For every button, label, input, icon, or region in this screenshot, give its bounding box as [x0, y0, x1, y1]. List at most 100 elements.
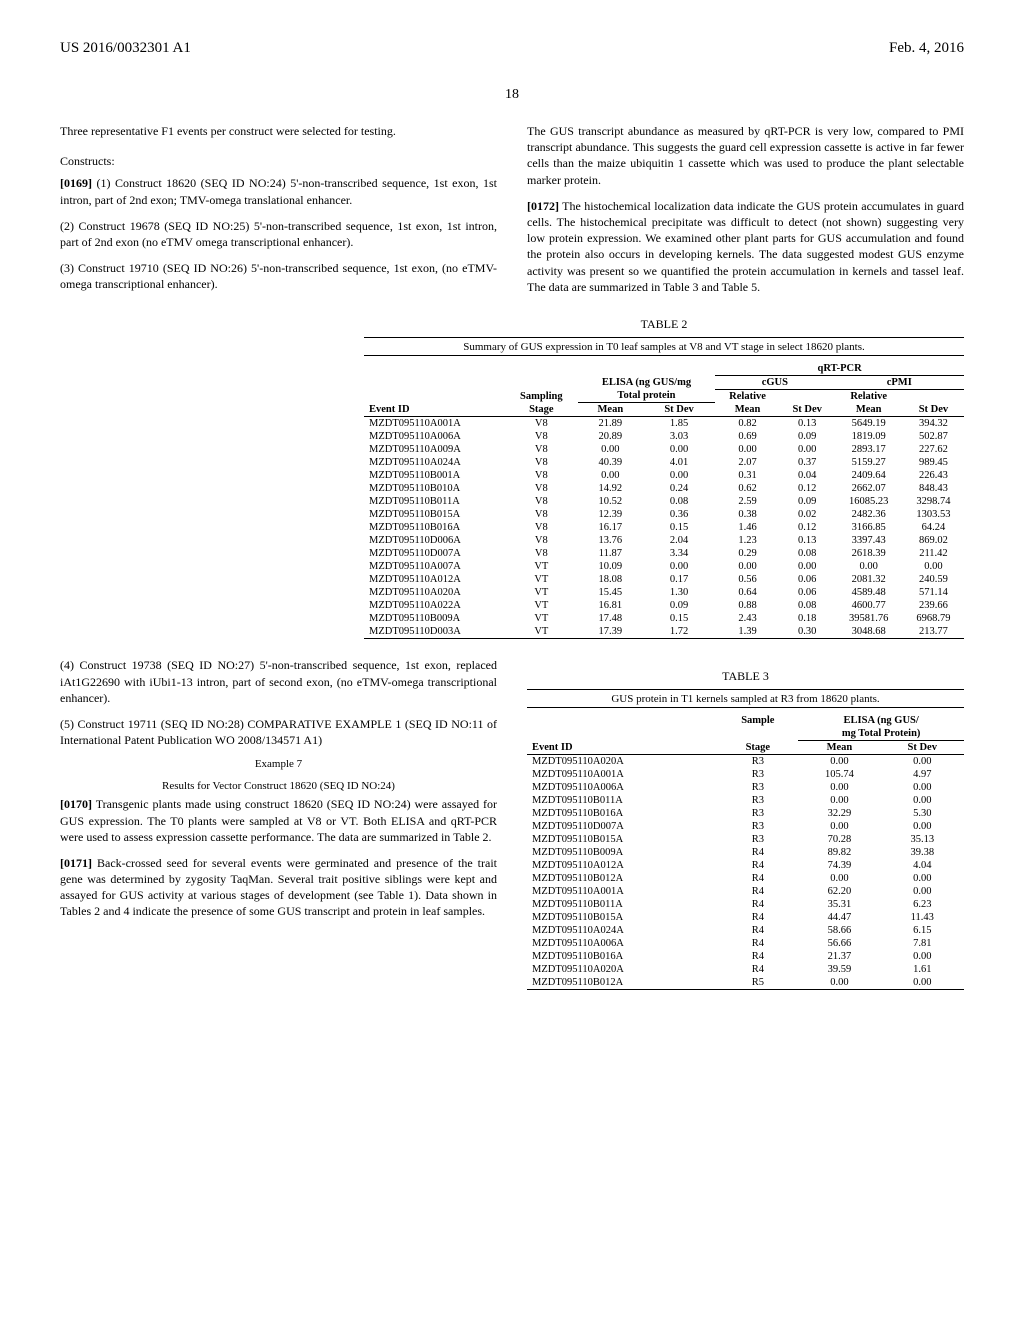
table-row: MZDT095110D007AV811.873.340.290.082618.3…: [364, 547, 964, 560]
example-7-title: Example 7: [60, 758, 497, 770]
para-testing: Three representative F1 events per const…: [60, 123, 497, 139]
table-2-wrap: TABLE 2 Summary of GUS expression in T0 …: [60, 317, 964, 640]
construct-2: (2) Construct 19678 (SEQ ID NO:25) 5'-no…: [60, 218, 497, 250]
table-cell: 0.24: [643, 482, 715, 495]
table-cell: MZDT095110B015A: [364, 508, 505, 521]
para-0171-text: Back-crossed seed for several events wer…: [60, 856, 497, 919]
table-cell: R3: [717, 833, 798, 846]
table-cell: 44.47: [798, 911, 880, 924]
table-row: MZDT095110B011AR30.000.00: [527, 794, 964, 807]
table-cell: VT: [505, 560, 578, 573]
table-cell: 0.00: [715, 560, 780, 573]
table-cell: R5: [717, 976, 798, 989]
table-cell: 0.00: [798, 755, 880, 769]
table-cell: 0.00: [881, 781, 965, 794]
table-cell: 213.77: [903, 625, 964, 638]
table-cell: MZDT095110A007A: [364, 560, 505, 573]
t2-h-mean3: Mean: [835, 403, 903, 417]
table-row: MZDT095110A020AR439.591.61: [527, 963, 964, 976]
construct-3: (3) Construct 19710 (SEQ ID NO:26) 5'-no…: [60, 260, 497, 292]
table-cell: MZDT095110A020A: [527, 963, 717, 976]
table-cell: V8: [505, 417, 578, 431]
table-cell: V8: [505, 508, 578, 521]
table-cell: 35.31: [798, 898, 880, 911]
table-cell: 89.82: [798, 846, 880, 859]
left-col-lower: (4) Construct 19738 (SEQ ID NO:27) 5'-no…: [60, 657, 497, 1008]
table-cell: 40.39: [578, 456, 643, 469]
t2-h-sampling: Sampling: [505, 389, 578, 403]
table-cell: 0.00: [798, 781, 880, 794]
table-cell: MZDT095110D007A: [364, 547, 505, 560]
table-cell: 869.02: [903, 534, 964, 547]
table-cell: V8: [505, 547, 578, 560]
table-cell: R3: [717, 794, 798, 807]
table-cell: 4600.77: [835, 599, 903, 612]
table-cell: 2.43: [715, 612, 780, 625]
table-cell: 56.66: [798, 937, 880, 950]
table-cell: R3: [717, 755, 798, 769]
table-cell: 5649.19: [835, 417, 903, 431]
table-cell: 0.18: [780, 612, 835, 625]
table-cell: MZDT095110B001A: [364, 469, 505, 482]
table-cell: 0.00: [715, 443, 780, 456]
table-cell: 2.07: [715, 456, 780, 469]
table-cell: 0.00: [643, 560, 715, 573]
table-cell: 1.46: [715, 521, 780, 534]
table-cell: 0.00: [835, 560, 903, 573]
right-col-upper: The GUS transcript abundance as measured…: [527, 123, 964, 305]
para-0172: [0172] The histochemical localization da…: [527, 198, 964, 295]
t2-h-mean2: Mean: [715, 403, 780, 417]
table-cell: R4: [717, 924, 798, 937]
table-cell: 0.88: [715, 599, 780, 612]
table-cell: 0.12: [780, 521, 835, 534]
table-cell: 0.00: [881, 820, 965, 833]
table-cell: V8: [505, 482, 578, 495]
table-row: MZDT095110B016AR332.295.30: [527, 807, 964, 820]
table-cell: 0.08: [780, 547, 835, 560]
table-cell: 70.28: [798, 833, 880, 846]
table-cell: 0.09: [780, 495, 835, 508]
table-cell: 64.24: [903, 521, 964, 534]
page-number: 18: [60, 87, 964, 103]
table-cell: MZDT095110A012A: [364, 573, 505, 586]
table-cell: 0.36: [643, 508, 715, 521]
table-cell: 3397.43: [835, 534, 903, 547]
table-2-sub: Summary of GUS expression in T0 leaf sam…: [364, 337, 964, 356]
table-cell: VT: [505, 599, 578, 612]
table-cell: MZDT095110B011A: [364, 495, 505, 508]
table-cell: 5159.27: [835, 456, 903, 469]
table-cell: MZDT095110D003A: [364, 625, 505, 638]
table-cell: 7.81: [881, 937, 965, 950]
table-cell: MZDT095110A024A: [527, 924, 717, 937]
table-cell: 0.00: [578, 443, 643, 456]
table-cell: 0.00: [881, 950, 965, 963]
pub-number: US 2016/0032301 A1: [60, 40, 191, 57]
table-cell: 62.20: [798, 885, 880, 898]
table-cell: 0.00: [798, 820, 880, 833]
table-cell: 3048.68: [835, 625, 903, 638]
table-cell: 1.23: [715, 534, 780, 547]
construct-4: (4) Construct 19738 (SEQ ID NO:27) 5'-no…: [60, 657, 497, 706]
construct-1: [0169] (1) Construct 18620 (SEQ ID NO:24…: [60, 175, 497, 207]
table-cell: 0.08: [780, 599, 835, 612]
table-cell: 211.42: [903, 547, 964, 560]
table-cell: VT: [505, 625, 578, 638]
table-cell: 4589.48: [835, 586, 903, 599]
t2-group-cgus: cGUS: [715, 375, 834, 389]
t3-h-stdev: St Dev: [881, 741, 965, 755]
t3-h-event: Event ID: [527, 741, 717, 755]
table-cell: 2662.07: [835, 482, 903, 495]
table-cell: 39581.76: [835, 612, 903, 625]
table-row: MZDT095110A022AVT16.810.090.880.084600.7…: [364, 599, 964, 612]
table-cell: MZDT095110A001A: [364, 417, 505, 431]
table-cell: 6968.79: [903, 612, 964, 625]
table-cell: MZDT095110B012A: [527, 976, 717, 989]
upper-columns: Three representative F1 events per const…: [60, 123, 964, 305]
table-cell: 5.30: [881, 807, 965, 820]
table-cell: 1.30: [643, 586, 715, 599]
table-cell: 105.74: [798, 768, 880, 781]
para-0172-text: The histochemical localization data indi…: [527, 199, 964, 294]
table-cell: 1.85: [643, 417, 715, 431]
t2-group-elisa: ELISA (ng GUS/mg: [578, 375, 715, 389]
table-cell: 0.56: [715, 573, 780, 586]
